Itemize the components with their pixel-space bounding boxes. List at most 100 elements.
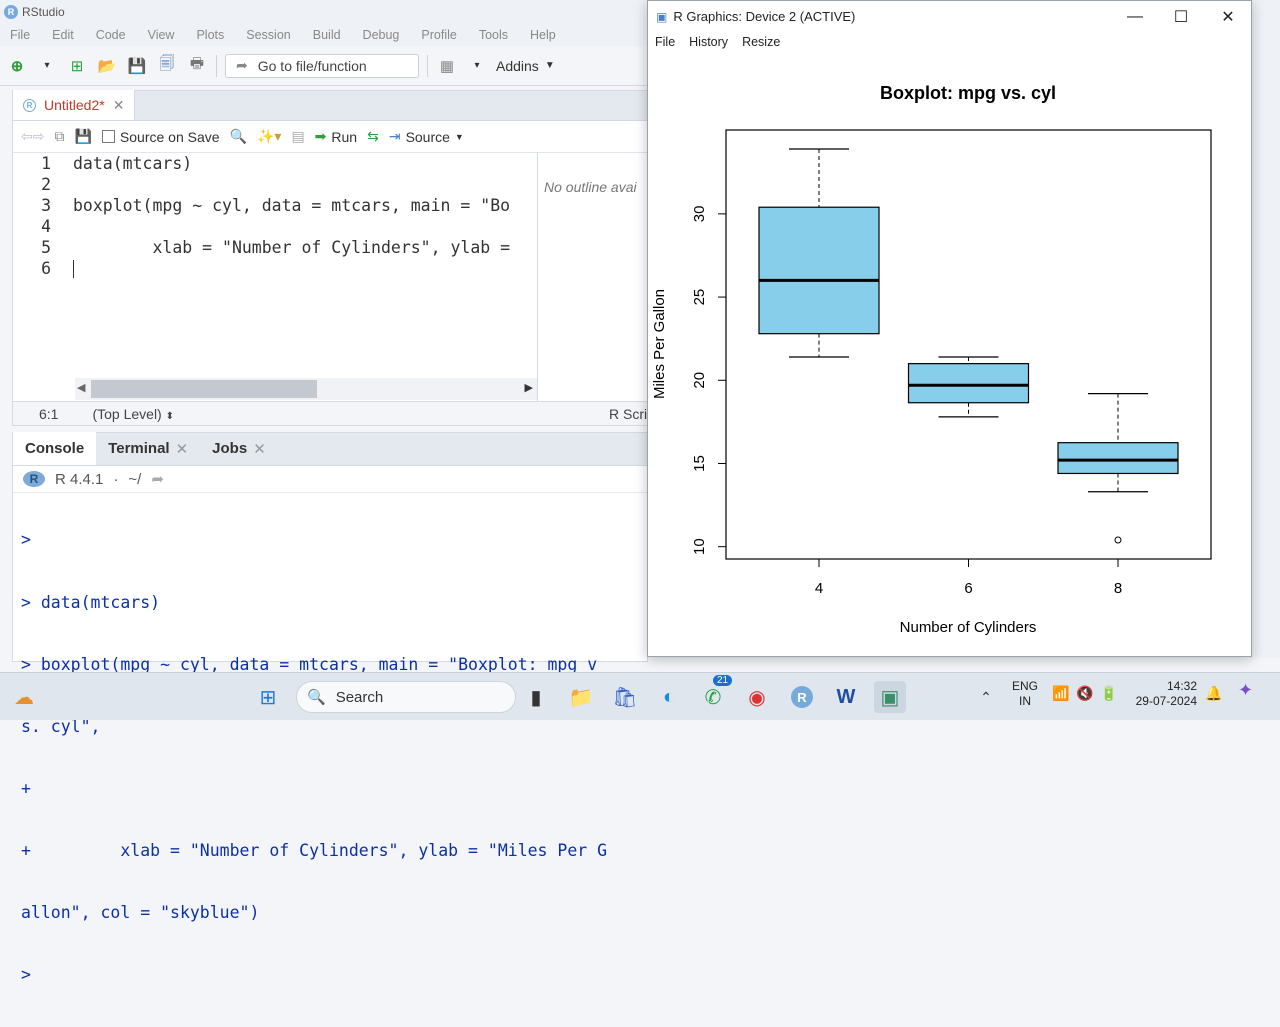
console-info-bar: R R 4.4.1 · ~/ ➦ [13,466,647,493]
copilot-icon[interactable]: ✦ [1238,680,1254,700]
task-view-icon[interactable]: ▮ [530,686,542,709]
graphics-menu-history[interactable]: History [689,35,729,49]
menu-file[interactable]: File [10,28,31,42]
graphics-menu-file[interactable]: File [655,35,676,49]
y-tick-label: 25 [691,289,708,306]
close-tab-icon[interactable]: ✕ [175,440,189,458]
go-to-dir-icon[interactable]: ➦ [151,471,164,488]
start-menu-icon[interactable]: ⊞ [259,686,277,709]
show-hidden-icons-icon[interactable]: ⌃ [980,688,992,705]
whatsapp-icon[interactable]: ✆ 21 [697,675,733,713]
run-button[interactable]: ➡ Run [315,128,357,145]
volume-muted-icon[interactable]: 🔇 [1076,685,1094,701]
go-to-file-input[interactable]: ➦ Go to file/function [225,53,419,78]
source-arrow-icon: ⇥ [388,128,401,144]
console-prompt: > [21,965,41,985]
file-explorer-icon[interactable]: 📁 [568,686,594,709]
working-dir: ~/ [128,470,142,488]
graphics-title-bar: ▣ R Graphics: Device 2 (ACTIVE) [648,1,1251,32]
tab-console[interactable]: Console [13,432,97,465]
separator-dot: · [113,470,119,488]
r-file-icon: R [23,98,36,112]
code-line: 6 [13,258,73,279]
save-all-icon[interactable]: 🗐 [159,55,175,72]
scrollbar-thumb[interactable] [91,380,317,398]
cursor-position: 6:1 [39,405,59,422]
source-button[interactable]: ⇥ Source ▼ [389,128,464,145]
graphics-menu-resize[interactable]: Resize [742,35,781,49]
menu-edit[interactable]: Edit [52,28,74,42]
scroll-left-icon[interactable]: ◀ [77,382,86,394]
menu-tools[interactable]: Tools [478,28,509,42]
notifications-icon[interactable]: 🔔 [1205,685,1223,701]
clock-date: 29-07-2024 [1135,694,1197,708]
tab-jobs[interactable]: Jobs ✕ [200,432,278,465]
maximize-icon[interactable]: ☐ [1173,9,1189,26]
tab-terminal[interactable]: Terminal ✕ [96,432,200,465]
edge-icon[interactable]: ◐ [662,685,676,708]
x-tick-label: 4 [815,580,823,597]
widgets-icon[interactable]: ☁ [14,686,34,709]
menu-help[interactable]: Help [530,28,556,42]
code-line: 1 data(mtcars) [13,153,192,174]
magic-wand-icon[interactable]: ✨▾ [256,128,282,144]
close-tab-icon[interactable]: ✕ [253,440,266,458]
menu-profile[interactable]: Profile [421,28,457,42]
search-icon[interactable]: 🔍 [229,128,247,144]
tab-untitled2[interactable]: R Untitled2* ✕ [13,90,136,120]
code-area[interactable]: 1 data(mtcars) 2 3 boxplot(mpg ~ cyl, data… [13,153,537,378]
show-in-window-icon[interactable]: ⧉ [54,128,65,144]
new-project-icon[interactable]: ⊞ [70,57,84,75]
r-app-icon[interactable]: R [786,681,818,713]
layout-dropdown-icon[interactable]: ▾ [474,60,480,71]
menu-view[interactable]: View [147,28,175,42]
arrow-right-icon: ➦ [236,57,248,73]
scroll-right-icon[interactable]: ▶ [524,382,533,394]
taskbar-search[interactable]: 🔍 Search [296,681,516,713]
print-icon[interactable]: 🖶 [189,55,205,72]
box-6 [907,363,1030,404]
addins-button[interactable]: Addins ▼ [496,58,555,74]
menu-build[interactable]: Build [312,28,341,42]
new-file-icon[interactable]: ⊕ [10,57,24,75]
battery-icon[interactable]: 🔋 [1100,685,1118,701]
compile-report-icon[interactable]: ▤ [291,128,305,144]
menu-plots[interactable]: Plots [196,28,225,42]
horizontal-scrollbar[interactable]: ◀ ▶ [75,378,537,400]
close-window-icon[interactable]: ✕ [1221,9,1235,26]
checkbox-box[interactable] [101,130,115,143]
menu-session[interactable]: Session [246,28,291,42]
clock[interactable]: 14:32 29-07-2024 [1133,679,1197,709]
minimize-icon[interactable]: — [1127,8,1143,25]
language-indicator[interactable]: ENG IN [1012,679,1038,709]
source-label: Source [405,128,450,145]
chrome-icon[interactable]: ◉ [748,686,766,709]
menu-debug[interactable]: Debug [362,28,400,42]
rgui-app-icon[interactable]: ▣ [874,681,906,713]
console-line: > [21,530,31,550]
search-icon: 🔍 [307,689,326,706]
console-output[interactable]: > > data(mtcars) > boxplot(mpg ~ cyl, da… [21,489,607,1027]
new-file-dropdown-icon[interactable]: ▾ [44,60,50,71]
save-file-icon[interactable]: 💾 [74,128,92,144]
r-logo-icon: R [23,471,45,487]
grid-layout-icon[interactable]: ▦ [439,57,455,75]
save-icon[interactable]: 💾 [127,57,147,75]
outlier-point [1114,536,1122,544]
back-arrow-icon[interactable]: ⇦⇨ [21,128,45,144]
rerun-icon[interactable]: ⇆ [367,128,379,144]
console-pane: Console Terminal ✕ Jobs ✕ R R 4.4.1 · ~/ ➦… [12,432,648,984]
close-tab-icon[interactable]: ✕ [112,96,125,113]
file-type-label[interactable]: R Scri [609,405,648,422]
word-icon[interactable]: W [836,685,856,708]
wifi-icon[interactable]: 📶 [1052,685,1070,701]
source-on-save-checkbox[interactable]: Source on Save [101,129,220,145]
box-4 [758,206,880,335]
scope-selector[interactable]: (Top Level) ⬍ [92,406,174,422]
menu-code[interactable]: Code [95,28,126,42]
y-tick-label: 15 [691,455,708,472]
open-file-icon[interactable]: 📂 [97,57,117,75]
plot-frame [725,129,1212,560]
clock-time: 14:32 [1166,679,1197,693]
store-icon[interactable]: 🛍 [612,686,638,709]
